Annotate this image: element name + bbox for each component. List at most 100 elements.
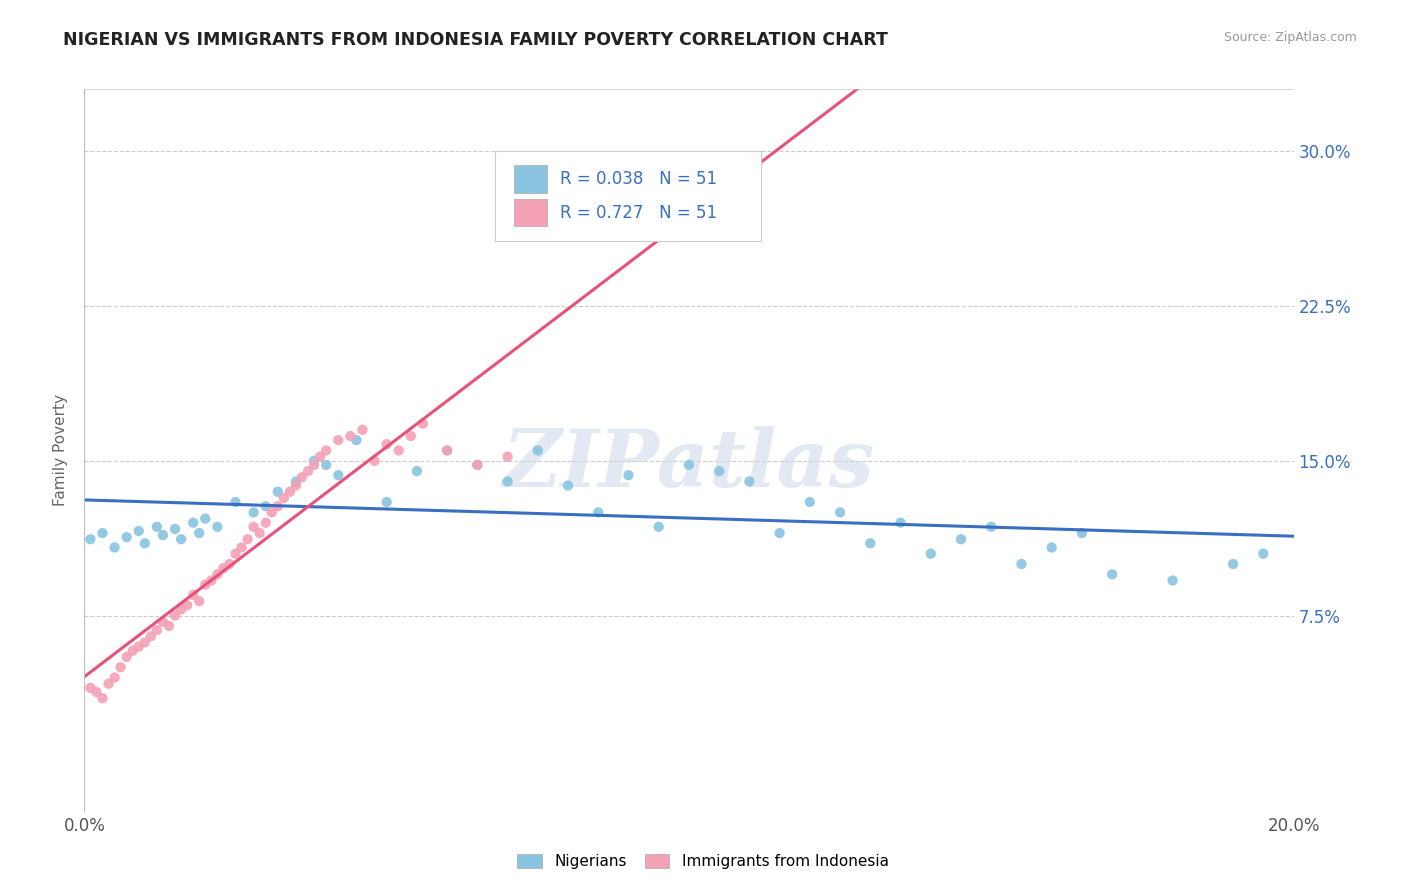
Text: R = 0.038   N = 51: R = 0.038 N = 51 <box>560 169 717 188</box>
Point <box>134 635 156 649</box>
Point <box>950 533 973 547</box>
Point <box>527 443 550 458</box>
Point <box>104 541 127 555</box>
Point <box>363 454 385 468</box>
Point <box>412 417 434 431</box>
Point <box>254 516 277 530</box>
Legend: Nigerians, Immigrants from Indonesia: Nigerians, Immigrants from Indonesia <box>512 848 894 875</box>
Point <box>302 458 325 472</box>
Point <box>267 484 290 499</box>
Point <box>1011 557 1033 571</box>
Point <box>165 608 187 623</box>
Point <box>709 464 731 478</box>
Bar <box>513 199 547 227</box>
Point <box>260 505 283 519</box>
Point <box>309 450 332 464</box>
Point <box>278 484 301 499</box>
Point <box>267 499 290 513</box>
Point <box>139 629 162 643</box>
Point <box>91 526 114 541</box>
Point <box>110 660 132 674</box>
Point <box>146 520 169 534</box>
Point <box>86 685 108 699</box>
Point <box>176 599 198 613</box>
Point <box>346 433 368 447</box>
Point <box>890 516 912 530</box>
Point <box>242 520 264 534</box>
Text: ZIPatlas: ZIPatlas <box>503 426 875 504</box>
Point <box>799 495 821 509</box>
Point <box>152 528 174 542</box>
Point <box>436 443 458 458</box>
Point <box>285 478 308 492</box>
Point <box>157 619 180 633</box>
Point <box>236 533 259 547</box>
Bar <box>513 165 547 193</box>
Point <box>188 594 211 608</box>
FancyBboxPatch shape <box>495 151 762 241</box>
Point <box>436 443 458 458</box>
Text: R = 0.727   N = 51: R = 0.727 N = 51 <box>560 203 717 222</box>
Point <box>188 526 211 541</box>
Point <box>181 588 204 602</box>
Point <box>302 454 325 468</box>
Point <box>1253 547 1275 561</box>
Point <box>104 671 127 685</box>
Point <box>134 536 156 550</box>
Point <box>375 495 398 509</box>
Point <box>678 458 700 472</box>
Point <box>207 567 229 582</box>
Point <box>1071 526 1094 541</box>
Point <box>315 458 337 472</box>
Point <box>1161 574 1184 588</box>
Point <box>588 505 610 519</box>
Point <box>920 547 942 561</box>
Point <box>496 475 519 489</box>
Point <box>291 470 314 484</box>
Point <box>617 468 640 483</box>
Point <box>115 530 138 544</box>
Point <box>285 475 308 489</box>
Point <box>339 429 361 443</box>
Point <box>375 437 398 451</box>
Text: NIGERIAN VS IMMIGRANTS FROM INDONESIA FAMILY POVERTY CORRELATION CHART: NIGERIAN VS IMMIGRANTS FROM INDONESIA FA… <box>63 31 889 49</box>
Point <box>194 577 217 591</box>
Point <box>352 423 374 437</box>
Point <box>1101 567 1123 582</box>
Point <box>218 557 240 571</box>
Point <box>146 623 169 637</box>
Point <box>406 464 429 478</box>
Point <box>91 691 114 706</box>
Point <box>121 643 143 657</box>
Point <box>254 499 277 513</box>
Point <box>225 495 247 509</box>
Point <box>1222 557 1244 571</box>
Point <box>648 520 671 534</box>
Point <box>315 443 337 458</box>
Point <box>97 677 120 691</box>
Point <box>200 574 222 588</box>
Point <box>273 491 295 505</box>
Point <box>170 533 193 547</box>
Point <box>249 526 271 541</box>
Point <box>467 458 489 472</box>
Point <box>152 615 174 629</box>
Point <box>1040 541 1063 555</box>
Point <box>859 536 882 550</box>
Point <box>738 475 761 489</box>
Y-axis label: Family Poverty: Family Poverty <box>53 394 69 507</box>
Point <box>328 468 350 483</box>
Point <box>207 520 229 534</box>
Text: Source: ZipAtlas.com: Source: ZipAtlas.com <box>1223 31 1357 45</box>
Point <box>231 541 253 555</box>
Point <box>830 505 852 519</box>
Point <box>496 450 519 464</box>
Point <box>388 443 411 458</box>
Point <box>328 433 350 447</box>
Point <box>79 681 101 695</box>
Point <box>769 526 792 541</box>
Point <box>980 520 1002 534</box>
Point <box>115 649 138 664</box>
Point <box>467 458 489 472</box>
Point <box>212 561 235 575</box>
